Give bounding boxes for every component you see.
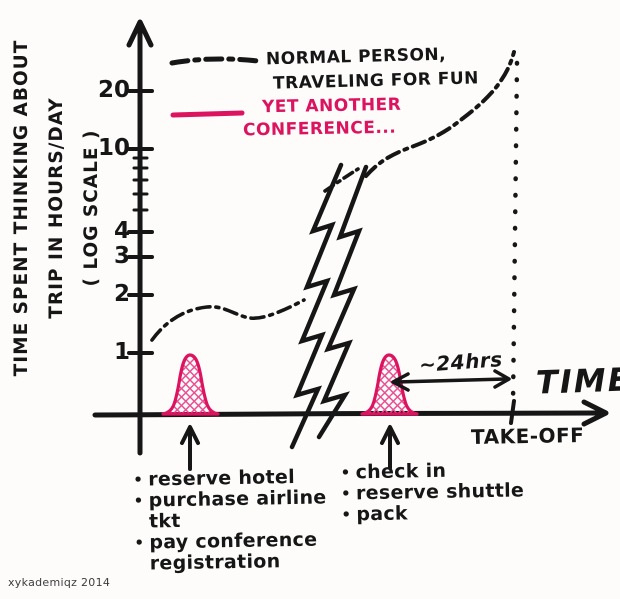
legend-dashdot-sample bbox=[169, 56, 261, 66]
axis-break-bolt-left bbox=[289, 162, 344, 450]
y-tick-label-4: 4 bbox=[113, 218, 130, 244]
interval-arrowhead-left bbox=[391, 372, 410, 392]
spike-1-event-list: • reserve hotel • purchase airline tkt •… bbox=[133, 466, 342, 575]
y-tick-label-2: 2 bbox=[113, 281, 130, 307]
y-tick-label-10: 10 bbox=[97, 135, 130, 161]
legend-label-conference-line1: YET ANOTHER bbox=[261, 94, 402, 118]
y-tick-label-3: 3 bbox=[113, 243, 130, 269]
x-axis-arrowhead bbox=[581, 399, 609, 427]
normal-person-curve-left bbox=[150, 298, 306, 342]
legend-label-conference-line2: CONFERENCE... bbox=[242, 117, 397, 141]
y-axis-arrowhead bbox=[126, 19, 154, 48]
y-axis-label-line1: TIME SPENT THINKING ABOUT bbox=[11, 39, 32, 377]
normal-person-curve-right bbox=[364, 50, 516, 178]
list-item: • purchase airline tkt bbox=[133, 486, 341, 533]
y-axis-line bbox=[137, 23, 143, 456]
event-text: purchase airline tkt bbox=[148, 486, 327, 533]
signature: xykademiqz 2014 bbox=[8, 576, 111, 589]
bullet-icon: • bbox=[133, 470, 144, 489]
y-axis-label-line2: TRIP IN HOURS/DAY bbox=[46, 97, 67, 319]
normal-person-curve-break-fragment bbox=[323, 167, 360, 193]
event-text: reserve shuttle bbox=[355, 479, 525, 505]
spike-1-pointer-arrowhead bbox=[180, 425, 200, 445]
conference-spike-2 bbox=[360, 353, 419, 416]
bullet-icon: • bbox=[340, 484, 352, 503]
bullet-icon: • bbox=[133, 491, 144, 510]
y-axis-major-ticks bbox=[127, 89, 154, 355]
list-item: • pack bbox=[341, 501, 524, 525]
bullet-icon: • bbox=[341, 505, 352, 524]
bullet-icon: • bbox=[340, 463, 351, 482]
takeoff-axis-tick bbox=[509, 399, 516, 425]
bullet-icon: • bbox=[134, 533, 145, 552]
list-item: • reserve shuttle bbox=[340, 479, 525, 505]
y-axis-minor-ticks bbox=[132, 156, 149, 212]
interval-arrow-shaft bbox=[394, 377, 508, 384]
interval-arrowhead-right bbox=[493, 369, 511, 389]
takeoff-dotted-line bbox=[510, 60, 520, 407]
takeoff-label: TAKE-OFF bbox=[470, 423, 585, 449]
event-text: check in bbox=[355, 459, 447, 484]
x-axis-label: TIME bbox=[535, 360, 620, 402]
spike-2-pointer-arrowhead bbox=[380, 425, 400, 445]
x-axis-line bbox=[92, 410, 603, 418]
legend-solid-sample bbox=[170, 110, 245, 118]
conference-spike-1 bbox=[161, 353, 220, 416]
event-text: pack bbox=[356, 502, 409, 526]
axis-break-bolt-right bbox=[316, 164, 369, 440]
spike-2-event-list: • check in • reserve shuttle • pack bbox=[340, 459, 525, 526]
list-item: • pay conference registration bbox=[134, 529, 342, 575]
y-tick-label-20: 20 bbox=[97, 77, 130, 103]
y-tick-label-1: 1 bbox=[113, 339, 130, 365]
event-text: pay conference registration bbox=[149, 528, 318, 575]
